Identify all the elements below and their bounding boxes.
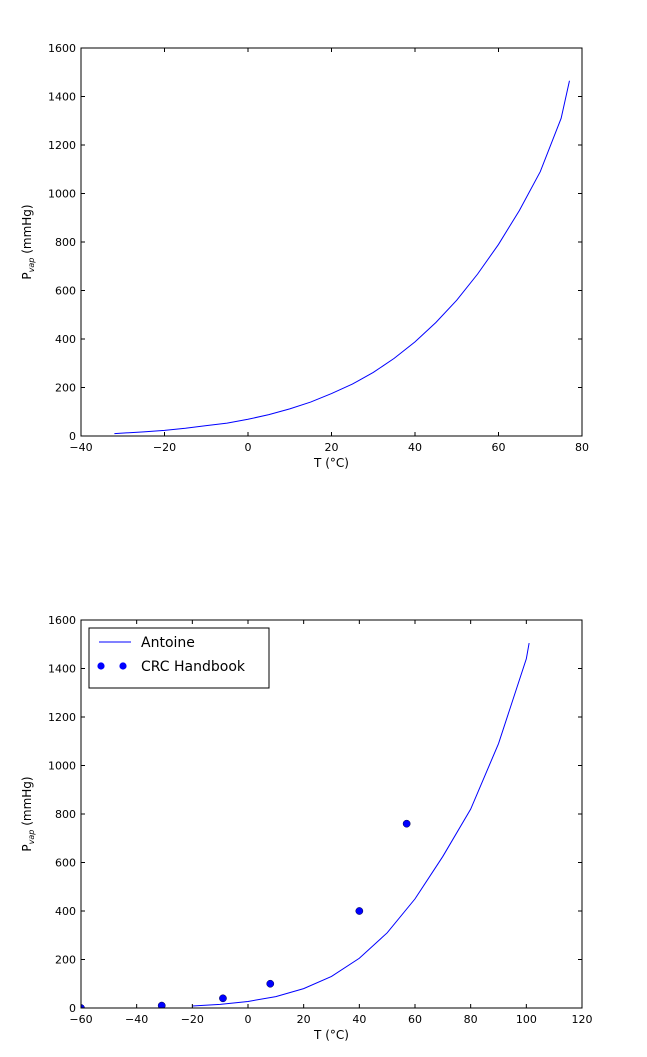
y-axis-label: Pvap (mmHg) [20, 776, 36, 851]
legend-marker-swatch [119, 662, 127, 670]
y-axis-label-main: P [20, 844, 34, 851]
y-tick-label: 1600 [48, 614, 76, 627]
series-line-0 [114, 80, 570, 435]
x-tick-label: −40 [125, 1013, 148, 1026]
legend-label: Antoine [141, 635, 195, 651]
x-tick-label: 40 [408, 441, 422, 454]
legend-marker-swatch [97, 662, 105, 670]
legend-box [88, 627, 270, 689]
x-tick-label: −20 [181, 1013, 204, 1026]
plot-frame [80, 47, 583, 437]
y-axis-label-unit: (mmHg) [20, 776, 34, 829]
x-tick-label: 0 [245, 441, 252, 454]
y-axis-label-sub: vap [27, 258, 36, 273]
y-tick-label: 1000 [48, 760, 76, 773]
x-axis-label: T (°C) [313, 456, 349, 470]
y-tick-label: 600 [55, 857, 76, 870]
y-axis-label-sub: vap [27, 830, 36, 845]
chart-bottom: −60 −40 −20 0 20 40 60 80 100 1200200400600800100… [20, 614, 593, 1042]
x-tick-label: 20 [325, 441, 339, 454]
data-point [402, 819, 411, 828]
y-tick-label: 200 [55, 382, 76, 395]
y-tick-label: 1200 [48, 711, 76, 724]
legend-label: CRC Handbook [141, 659, 246, 675]
y-tick-label: 600 [55, 285, 76, 298]
y-tick-label: 400 [55, 905, 76, 918]
x-tick-label: 100 [516, 1013, 537, 1026]
x-tick-label: −60 [69, 1013, 92, 1026]
x-tick-label: 40 [352, 1013, 366, 1026]
y-axis-label: Pvap (mmHg) [20, 204, 36, 279]
x-tick-label: 0 [245, 1013, 252, 1026]
plot-series-group [81, 642, 530, 1008]
y-axis-label-unit: (mmHg) [20, 204, 34, 257]
y-tick-label: 1000 [48, 188, 76, 201]
x-tick-label: −40 [69, 441, 92, 454]
data-point [266, 979, 275, 988]
x-tick-label: 60 [408, 1013, 422, 1026]
x-tick-label: 120 [572, 1013, 593, 1026]
x-tick-label: 20 [297, 1013, 311, 1026]
x-axis-label: T (°C) [313, 1028, 349, 1042]
y-tick-label: 800 [55, 236, 76, 249]
y-tick-label: 800 [55, 808, 76, 821]
y-tick-label: 0 [69, 1002, 76, 1015]
y-tick-label: 0 [69, 430, 76, 443]
x-tick-label: −20 [153, 441, 176, 454]
y-tick-label: 1400 [48, 663, 76, 676]
y-tick-label: 1600 [48, 42, 76, 55]
x-tick-label: 80 [464, 1013, 478, 1026]
chart-top: −40 −20 0 20 40 60 800200400600800100012001400… [20, 42, 589, 470]
series-line-antoine [192, 642, 530, 1007]
legend: Antoine CRC Handbook [88, 627, 270, 689]
y-tick-label: 1200 [48, 139, 76, 152]
y-tick-label: 200 [55, 954, 76, 967]
y-tick-label: 400 [55, 333, 76, 346]
data-point [219, 994, 227, 1003]
data-point [355, 907, 364, 915]
y-axis-label-main: P [20, 272, 34, 279]
plot-series-group [114, 80, 570, 435]
x-tick-label: 60 [492, 441, 506, 454]
y-tick-label: 1400 [48, 91, 76, 104]
data-point [157, 1001, 166, 1008]
x-tick-label: 80 [575, 441, 589, 454]
